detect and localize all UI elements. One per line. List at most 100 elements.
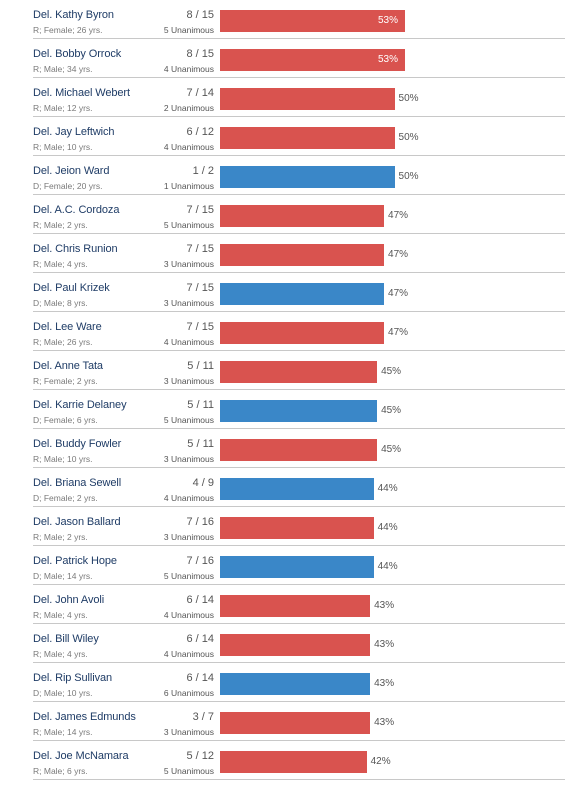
legislator-row: Del. Briana Sewell D; Female; 2 yrs. 4 /… — [33, 468, 565, 507]
unanimous-count: 4 Unanimous — [163, 337, 214, 347]
legislator-name[interactable]: Del. Kathy Byron — [33, 9, 114, 21]
legislator-name[interactable]: Del. John Avoli — [33, 594, 105, 606]
legislator-meta: D; Male; 10 yrs. — [33, 688, 93, 698]
unanimous-count: 5 Unanimous — [163, 25, 214, 35]
legislator-name[interactable]: Del. A.C. Cordoza — [33, 204, 120, 216]
legislator-row: Del. Bill Wiley R; Male; 4 yrs. 6 / 14 4… — [33, 624, 565, 663]
percentage-bar — [220, 127, 395, 149]
bills-ratio: 8 / 15 — [186, 9, 214, 21]
bills-ratio: 3 / 7 — [192, 711, 214, 723]
legislator-meta: R; Male; 14 yrs. — [33, 727, 93, 737]
percentage-bar — [220, 556, 374, 578]
percentage-label: 47% — [388, 210, 409, 221]
legislator-name[interactable]: Del. Lee Ware — [33, 321, 102, 333]
legislator-row: Del. Karrie Delaney D; Female; 6 yrs. 5 … — [33, 390, 565, 429]
percentage-label: 42% — [370, 756, 391, 767]
legislator-row: Del. Chris Runion R; Male; 4 yrs. 7 / 15… — [33, 234, 565, 273]
percentage-bar — [220, 283, 385, 305]
legislator-name[interactable]: Del. Jeion Ward — [33, 165, 110, 177]
percentage-label: 53% — [378, 54, 399, 65]
legislator-name[interactable]: Del. James Edmunds — [33, 711, 136, 723]
legislator-row: Del. Jason Ballard R; Male; 2 yrs. 7 / 1… — [33, 507, 565, 546]
legislator-name[interactable]: Del. Michael Webert — [33, 87, 130, 99]
percentage-bar — [220, 88, 395, 110]
percentage-bar — [220, 166, 395, 188]
unanimous-count: 1 Unanimous — [163, 181, 214, 191]
percentage-label: 53% — [378, 15, 399, 26]
legislator-name[interactable]: Del. Rip Sullivan — [33, 672, 113, 684]
percentage-label: 45% — [381, 366, 402, 377]
unanimous-count: 4 Unanimous — [163, 493, 214, 503]
percentage-bar — [220, 49, 405, 71]
legislator-name[interactable]: Del. Bobby Orrock — [33, 48, 122, 60]
unanimous-count: 3 Unanimous — [163, 727, 214, 737]
legislator-name[interactable]: Del. Briana Sewell — [33, 477, 122, 489]
legislator-row: Del. Bobby Orrock R; Male; 34 yrs. 8 / 1… — [33, 39, 565, 78]
percentage-bar — [220, 244, 385, 266]
percentage-bar — [220, 751, 367, 773]
legislator-name[interactable]: Del. Bill Wiley — [33, 633, 99, 645]
bills-ratio: 1 / 2 — [192, 165, 214, 177]
bills-ratio: 5 / 11 — [187, 360, 214, 372]
percentage-label: 43% — [374, 600, 395, 611]
unanimous-count: 5 Unanimous — [163, 415, 214, 425]
legislator-row: Del. A.C. Cordoza R; Male; 2 yrs. 7 / 15… — [33, 195, 565, 234]
legislator-name[interactable]: Del. Jason Ballard — [33, 516, 121, 528]
percentage-bar — [220, 205, 385, 227]
percentage-label: 43% — [374, 717, 395, 728]
bills-ratio: 6 / 14 — [186, 672, 214, 684]
percentage-label: 44% — [377, 522, 398, 533]
bills-ratio: 7 / 15 — [186, 243, 214, 255]
bills-ratio: 7 / 16 — [186, 516, 214, 528]
legislator-name[interactable]: Del. Jay Leftwich — [33, 126, 115, 138]
unanimous-count: 2 Unanimous — [163, 103, 214, 113]
legislator-meta: D; Female; 2 yrs. — [33, 493, 98, 503]
legislator-meta: R; Female; 26 yrs. — [33, 25, 103, 35]
legislator-row: Del. John Avoli R; Male; 4 yrs. 6 / 14 4… — [33, 585, 565, 624]
legislator-row: Del. Michael Webert R; Male; 12 yrs. 7 /… — [33, 78, 565, 117]
bills-ratio: 7 / 15 — [186, 204, 214, 216]
bills-ratio: 4 / 9 — [192, 477, 214, 489]
percentage-label: 50% — [398, 171, 419, 182]
legislator-row: Del. Rip Sullivan D; Male; 10 yrs. 6 / 1… — [33, 663, 565, 702]
legislator-name[interactable]: Del. Paul Krizek — [33, 282, 110, 294]
percentage-bar — [220, 10, 405, 32]
percentage-bar — [220, 673, 371, 695]
legislator-name[interactable]: Del. Buddy Fowler — [33, 438, 122, 450]
percentage-bar — [220, 478, 374, 500]
legislator-row: Del. Joe McNamara R; Male; 6 yrs. 5 / 12… — [33, 741, 565, 780]
unanimous-count: 4 Unanimous — [163, 142, 214, 152]
legislator-meta: D; Female; 20 yrs. — [33, 181, 103, 191]
unanimous-count: 4 Unanimous — [163, 649, 214, 659]
legislator-meta: R; Male; 10 yrs. — [33, 142, 93, 152]
legislator-meta: R; Male; 34 yrs. — [33, 64, 93, 74]
bills-ratio: 6 / 12 — [186, 126, 214, 138]
percentage-label: 47% — [388, 288, 409, 299]
unanimous-count: 3 Unanimous — [163, 454, 214, 464]
legislator-name[interactable]: Del. Joe McNamara — [33, 750, 129, 762]
bills-ratio: 6 / 14 — [186, 633, 214, 645]
legislator-meta: R; Male; 26 yrs. — [33, 337, 93, 347]
bills-ratio: 6 / 14 — [186, 594, 214, 606]
unanimous-count: 3 Unanimous — [163, 298, 214, 308]
bills-ratio: 7 / 16 — [186, 555, 214, 567]
bills-ratio: 7 / 15 — [186, 321, 214, 333]
bills-ratio: 5 / 12 — [186, 750, 214, 762]
percentage-label: 45% — [381, 444, 402, 455]
legislator-name[interactable]: Del. Karrie Delaney — [33, 399, 127, 411]
legislator-meta: R; Male; 2 yrs. — [33, 532, 88, 542]
bills-ratio: 7 / 14 — [186, 87, 214, 99]
unanimous-count: 5 Unanimous — [163, 766, 214, 776]
unanimous-count: 6 Unanimous — [163, 688, 214, 698]
legislator-row: Del. Jeion Ward D; Female; 20 yrs. 1 / 2… — [33, 156, 565, 195]
legislator-name[interactable]: Del. Chris Runion — [33, 243, 118, 255]
unanimous-count: 5 Unanimous — [163, 220, 214, 230]
unanimous-count: 3 Unanimous — [163, 376, 214, 386]
legislator-meta: R; Male; 2 yrs. — [33, 220, 88, 230]
legislator-name[interactable]: Del. Patrick Hope — [33, 555, 117, 567]
percentage-label: 45% — [381, 405, 402, 416]
bills-ratio: 5 / 11 — [187, 399, 214, 411]
legislator-meta: R; Male; 6 yrs. — [33, 766, 88, 776]
percentage-label: 43% — [374, 678, 395, 689]
legislator-name[interactable]: Del. Anne Tata — [33, 360, 103, 372]
